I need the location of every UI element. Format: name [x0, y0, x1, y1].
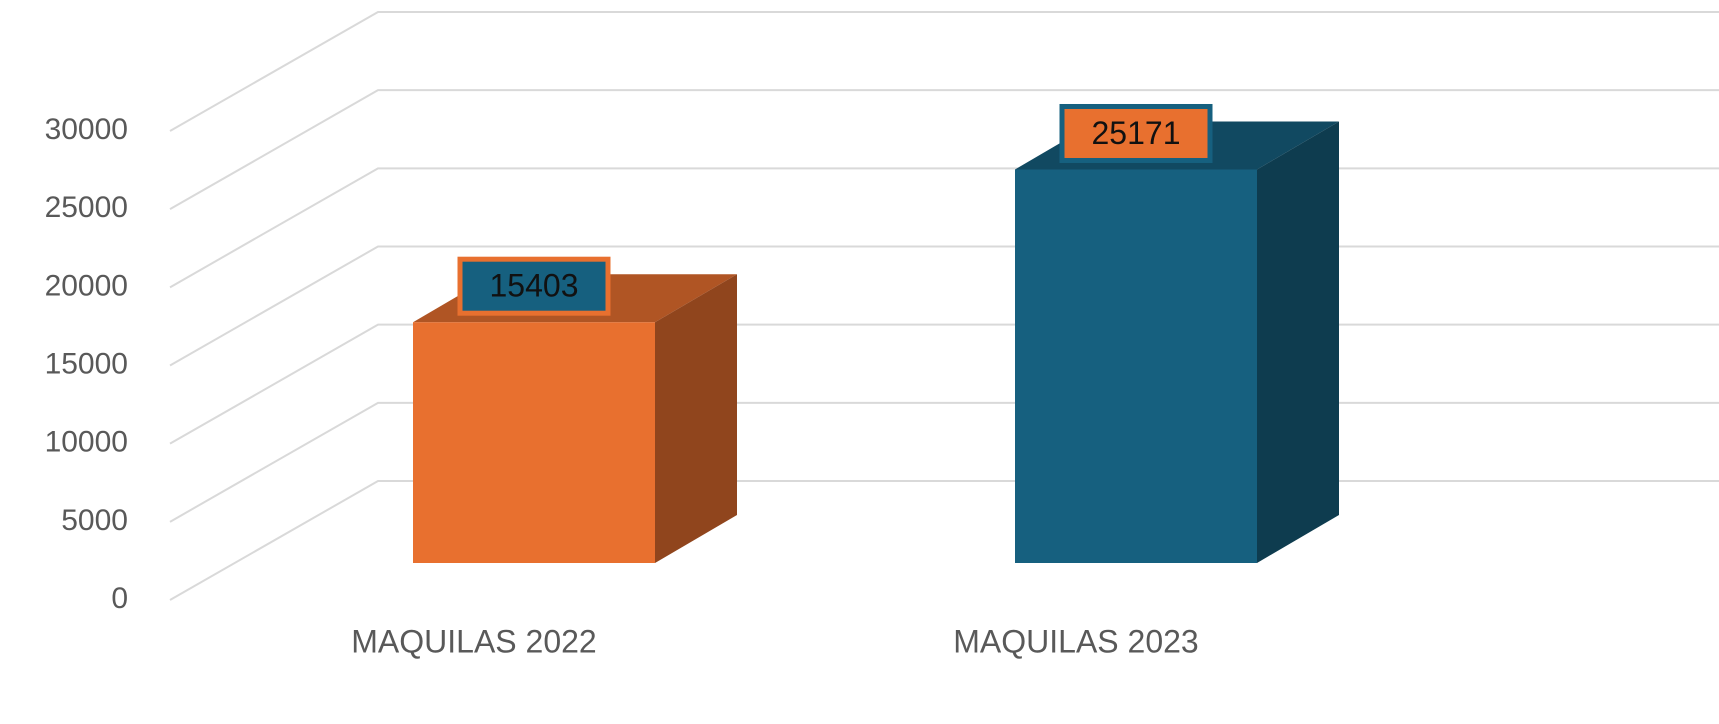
- value-label: 15403: [490, 268, 579, 304]
- y-tick-label: 15000: [45, 347, 128, 380]
- bar: [1015, 121, 1339, 564]
- bar-face: [413, 322, 655, 563]
- x-tick-label: MAQUILAS 2023: [953, 623, 1198, 659]
- bar-face: [1257, 121, 1339, 563]
- bar: [413, 274, 737, 563]
- value-label-box: [457, 256, 611, 316]
- y-tick-label: 10000: [45, 426, 128, 459]
- grid-line: [169, 245, 1719, 367]
- value-label: 25171: [1092, 115, 1181, 151]
- bar-face: [655, 274, 737, 563]
- grid-line: [169, 89, 1719, 211]
- grid-line: [169, 480, 1719, 601]
- y-tick-label: 30000: [45, 113, 128, 146]
- y-tick-label: 20000: [45, 269, 128, 302]
- y-tick-label: 25000: [45, 191, 128, 224]
- y-tick-label: 0: [111, 582, 128, 615]
- grid-line: [169, 323, 1719, 445]
- y-tick-label: 5000: [61, 504, 128, 537]
- bar-face: [1015, 169, 1257, 564]
- grid-line: [169, 167, 1719, 289]
- grid-line: [169, 401, 1719, 523]
- x-tick-label: MAQUILAS 2022: [351, 623, 596, 659]
- grid-line: [169, 11, 1719, 132]
- value-label-box: [1059, 103, 1213, 163]
